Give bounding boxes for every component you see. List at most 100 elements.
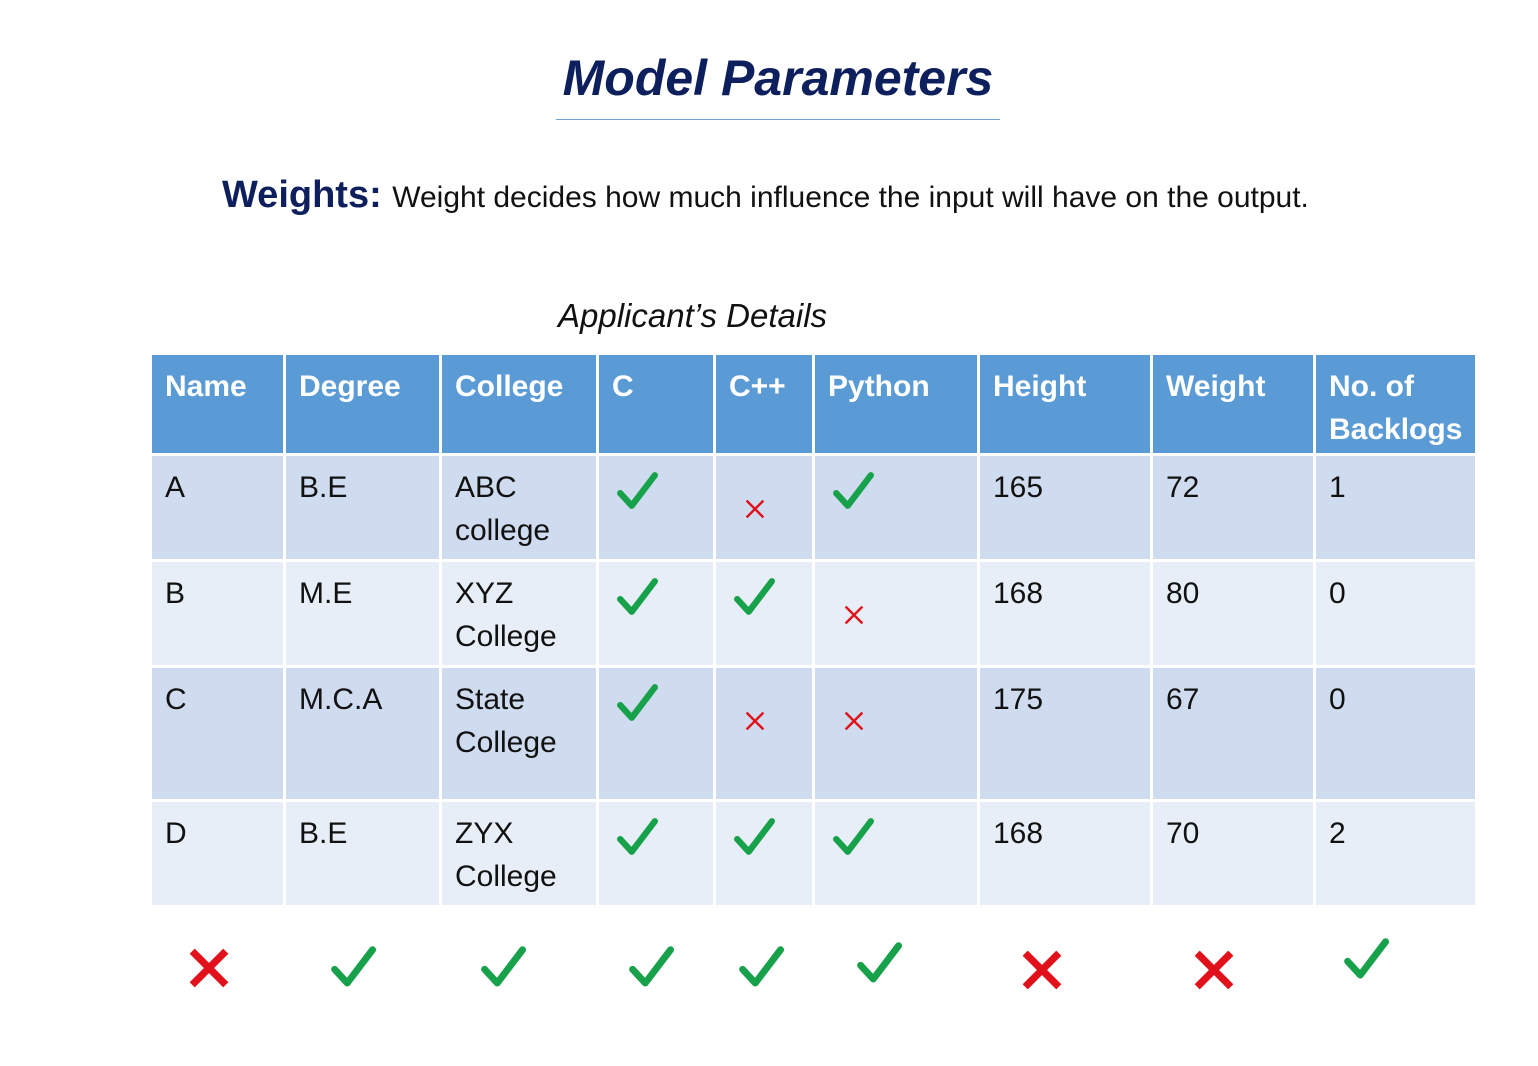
cell-text: 1: [1329, 471, 1346, 504]
cell-text: M.C.A: [299, 683, 383, 716]
cell-text: XYZ College: [455, 577, 557, 653]
tick-icon: [733, 576, 800, 630]
cell-degree: M.C.A: [283, 665, 442, 802]
weights-definition: Weights: Weight decides how much influen…: [222, 174, 1309, 217]
table-header-row: Name Degree College C C++ Python Height …: [149, 352, 1478, 456]
cell-text: State College: [455, 683, 557, 759]
header-height: Height: [977, 352, 1153, 456]
header-degree: Degree: [283, 352, 442, 456]
cell-text: M.E: [299, 577, 353, 610]
cell-text: 168: [993, 817, 1044, 850]
header-name: Name: [149, 352, 286, 456]
cell-name: A: [149, 453, 286, 562]
cell-backlogs: 2: [1313, 799, 1478, 908]
header-college: College: [439, 352, 599, 456]
relevance-cross-icon: [1190, 946, 1238, 999]
cell-backlogs: 0: [1313, 559, 1478, 668]
cell-college: State College: [439, 665, 599, 802]
cell-c: [596, 799, 716, 908]
cell-text: A: [165, 471, 186, 504]
cell-name: D: [149, 799, 286, 908]
weights-label: Weights:: [222, 174, 382, 216]
cell-text: 0: [1329, 683, 1346, 716]
cell-weight: 70: [1150, 799, 1316, 908]
cell-height: 175: [977, 665, 1153, 802]
cell-text: 67: [1166, 683, 1200, 716]
table-row: D B.E ZYX College 168 70 2: [149, 799, 1478, 908]
header-c: C: [596, 352, 716, 456]
tick-icon: [616, 470, 701, 524]
cross-icon: [743, 490, 800, 533]
cell-python: [812, 665, 980, 802]
cell-c: [596, 665, 716, 802]
weights-description: Weight decides how much influence the in…: [392, 181, 1309, 214]
header-backlogs: No. of Backlogs: [1313, 352, 1478, 456]
tick-icon: [733, 816, 800, 870]
table-row: A B.E ABC college 165 72 1: [149, 453, 1478, 562]
relevance-tick-icon: [856, 940, 902, 991]
relevance-tick-icon: [628, 944, 674, 995]
table-caption: Applicant’s Details: [558, 297, 828, 334]
cross-icon: [842, 596, 965, 639]
cell-text: B.E: [299, 817, 348, 850]
cell-text: 165: [993, 471, 1044, 504]
cell-text: ABC college: [455, 471, 551, 547]
relevance-tick-icon: [330, 944, 376, 995]
cell-name: B: [149, 559, 286, 668]
cell-python: [812, 453, 980, 562]
header-python: Python: [812, 352, 980, 456]
cell-degree: B.E: [283, 453, 442, 562]
cell-c: [596, 453, 716, 562]
tick-icon: [616, 576, 701, 630]
cell-college: ABC college: [439, 453, 599, 562]
cell-weight: 80: [1150, 559, 1316, 668]
page-title: Model Parameters: [562, 50, 994, 106]
cell-college: XYZ College: [439, 559, 599, 668]
header-weight: Weight: [1150, 352, 1316, 456]
cell-cpp: [713, 559, 815, 668]
tick-icon: [616, 682, 701, 736]
cell-backlogs: 1: [1313, 453, 1478, 562]
tick-icon: [832, 470, 965, 524]
cell-cpp: [713, 453, 815, 562]
cell-degree: M.E: [283, 559, 442, 668]
cell-height: 165: [977, 453, 1153, 562]
relevance-tick-icon: [738, 944, 784, 995]
relevance-tick-icon: [1343, 936, 1389, 987]
cell-name: C: [149, 665, 286, 802]
cell-text: B.E: [299, 471, 348, 504]
cell-text: 175: [993, 683, 1044, 716]
cell-text: B: [165, 577, 186, 610]
relevance-cross-icon: [1018, 946, 1066, 999]
relevance-tick-icon: [480, 944, 526, 995]
cell-text: 72: [1166, 471, 1200, 504]
tick-icon: [616, 816, 701, 870]
cell-text: 168: [993, 577, 1044, 610]
relevance-cross-icon: [185, 944, 233, 997]
cell-text: 70: [1166, 817, 1200, 850]
cell-python: [812, 559, 980, 668]
table-row: B M.E XYZ College 168 80 0: [149, 559, 1478, 668]
cell-text: 0: [1329, 577, 1346, 610]
cell-degree: B.E: [283, 799, 442, 908]
cell-python: [812, 799, 980, 908]
applicants-table: Name Degree College C C++ Python Height …: [149, 352, 1478, 908]
cell-text: ZYX College: [455, 817, 557, 893]
cross-icon: [743, 702, 800, 745]
cross-icon: [842, 702, 965, 745]
cell-weight: 72: [1150, 453, 1316, 562]
cell-c: [596, 559, 716, 668]
cell-height: 168: [977, 799, 1153, 908]
tick-icon: [832, 816, 965, 870]
cell-text: D: [165, 817, 187, 850]
table-row: C M.C.A State College 175 67 0: [149, 665, 1478, 802]
cell-cpp: [713, 799, 815, 908]
cell-backlogs: 0: [1313, 665, 1478, 802]
cell-weight: 67: [1150, 665, 1316, 802]
cell-cpp: [713, 665, 815, 802]
cell-text: 80: [1166, 577, 1200, 610]
header-cpp: C++: [713, 352, 815, 456]
cell-college: ZYX College: [439, 799, 599, 908]
cell-height: 168: [977, 559, 1153, 668]
cell-text: C: [165, 683, 187, 716]
